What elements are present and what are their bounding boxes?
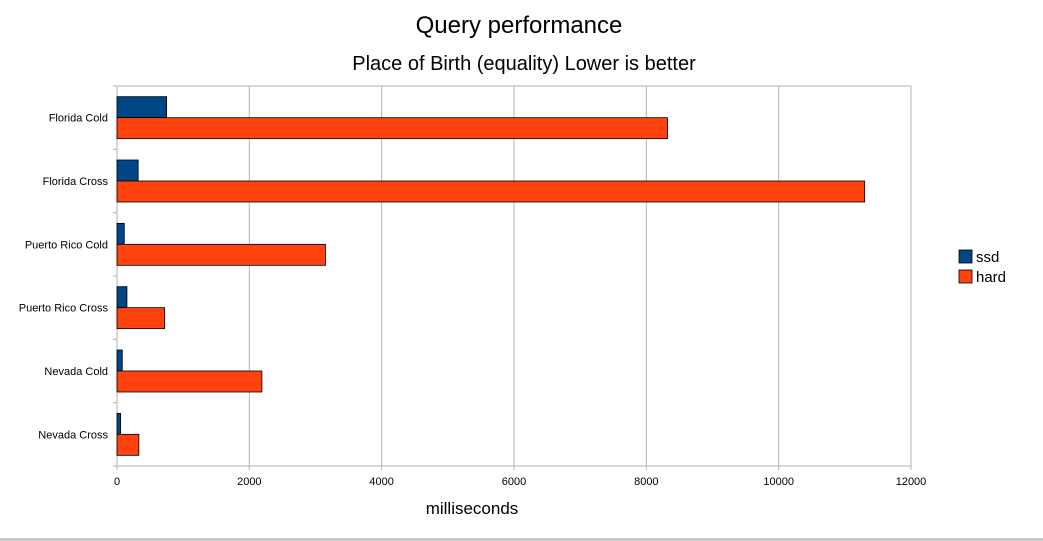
x-tick-label: 8000 (634, 476, 658, 488)
bar-ssd (116, 222, 125, 245)
y-category-label: Nevada Cross (38, 429, 108, 441)
y-category-label: Puerto Rico Cross (19, 303, 109, 315)
bar-hard (116, 117, 668, 140)
bar-ssd (116, 412, 122, 435)
legend-label-ssd: ssd (976, 249, 999, 266)
x-tick-label: 2000 (237, 476, 261, 488)
legend-swatch-hard (958, 269, 973, 284)
y-category-label: Nevada Cold (44, 366, 108, 378)
chart-subtitle: Place of Birth (equality) Lower is bette… (352, 53, 696, 75)
y-category-label: Florida Cross (43, 176, 109, 188)
bar-hard (116, 433, 140, 456)
bar-ssd (116, 159, 139, 182)
bar-ssd (116, 96, 168, 119)
x-tick-label: 6000 (502, 476, 526, 488)
x-tick-label: 12000 (896, 476, 927, 488)
chart-title: Query performance (416, 12, 623, 39)
legend-swatch-ssd (958, 249, 973, 264)
x-tick-label: 4000 (369, 476, 393, 488)
bar-hard (116, 243, 326, 266)
legend-label-hard: hard (976, 269, 1006, 286)
y-category-label: Florida Cold (49, 113, 108, 125)
x-tick-label: 0 (114, 476, 120, 488)
y-category-label: Puerto Rico Cold (25, 239, 108, 251)
bar-ssd (116, 286, 128, 309)
bar-hard (116, 370, 263, 393)
bar-hard (116, 307, 166, 330)
legend: ssd hard (958, 249, 1006, 286)
x-axis-label: milliseconds (426, 499, 519, 518)
bar-hard (116, 180, 866, 203)
bottom-divider (0, 538, 1043, 541)
bar-ssd (116, 349, 123, 372)
x-tick-label: 10000 (763, 476, 794, 488)
plot-area: 0 2000 4000 6000 8000 10000 12000 Florida Cold F… (19, 85, 927, 488)
